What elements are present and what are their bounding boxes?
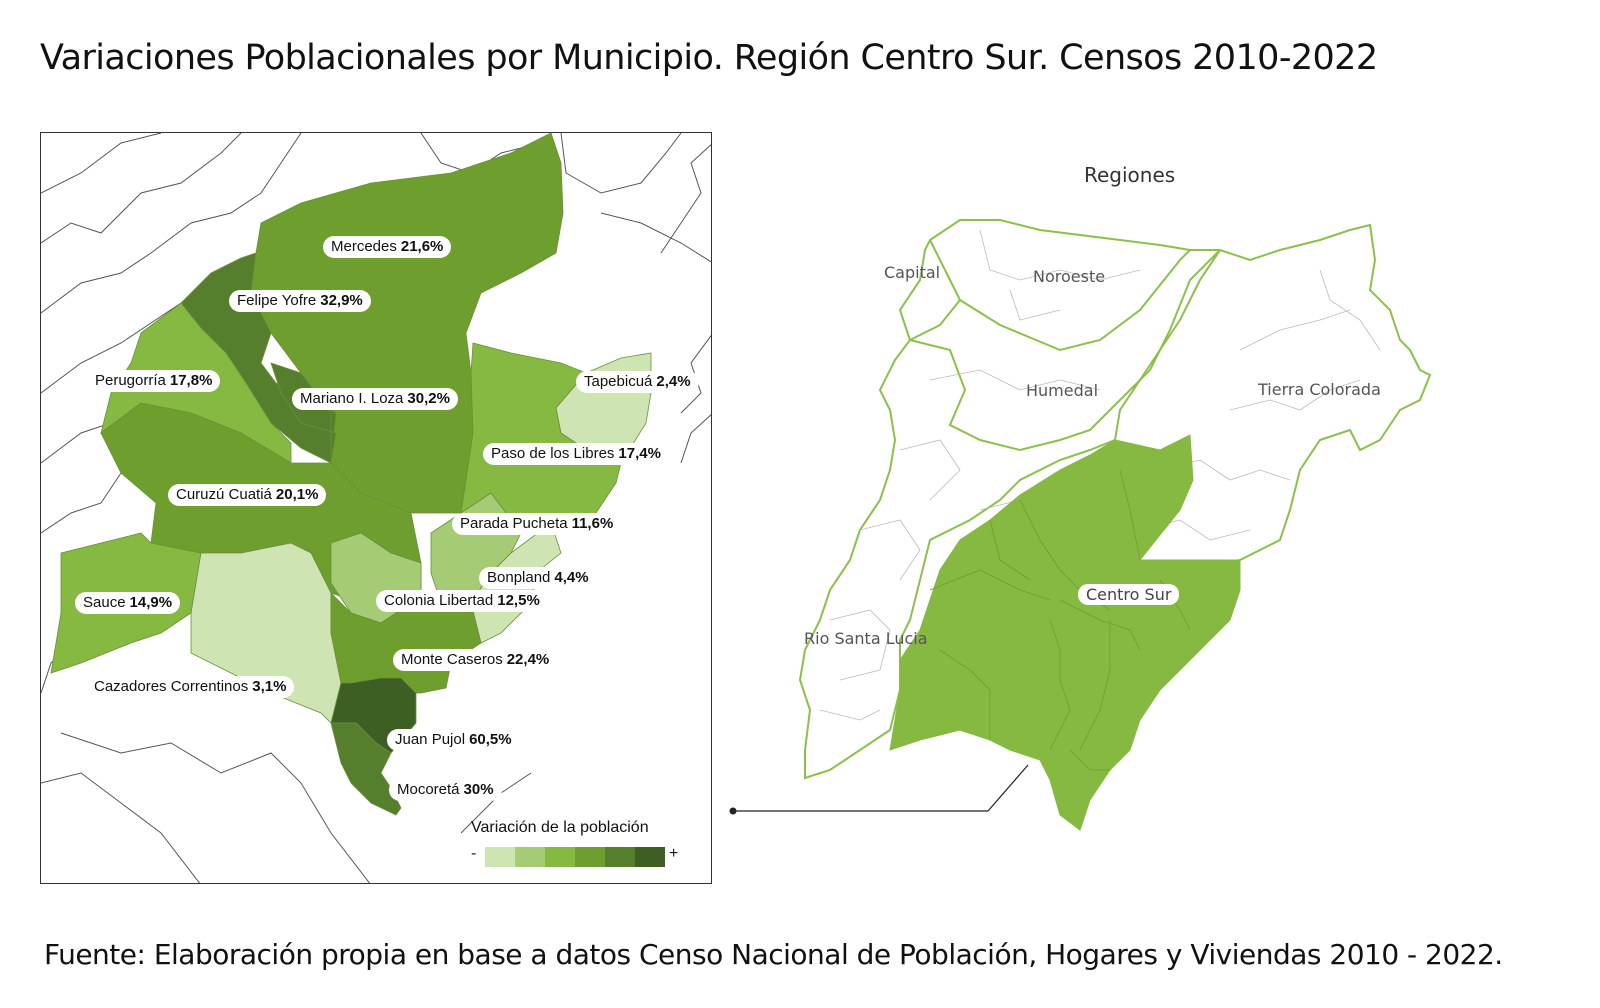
dept-line xyxy=(829,609,891,681)
dept-line xyxy=(859,519,921,581)
region-boundary-noroeste xyxy=(959,249,1191,352)
legend-swatch xyxy=(605,847,635,867)
page-title: Variaciones Poblacionales por Municipio.… xyxy=(40,38,1378,78)
label-colonia-libertad: Colonia Libertad 12,5% xyxy=(376,590,548,612)
connector-line xyxy=(729,764,1029,815)
label-cazadores-correntinos: Cazadores Correntinos 3,1% xyxy=(86,676,295,698)
legend-swatch xyxy=(545,847,575,867)
region-label-tierra-colorada: Tierra Colorada xyxy=(1258,380,1381,399)
dept-line xyxy=(1239,309,1351,351)
neighbor-outline xyxy=(660,144,711,254)
neighbor-outline xyxy=(41,133,242,244)
label-paso-de-los-libres: Paso de los Libres 17,4% xyxy=(483,443,669,465)
label-sauce: Sauce 14,9% xyxy=(75,592,181,614)
regions-map-svg xyxy=(798,219,1432,831)
centro-sur-dept-line xyxy=(1079,620,1111,751)
centro-sur-dept-line xyxy=(939,649,991,740)
municipio-paso-de-los-libres xyxy=(460,342,622,534)
label-perugorria: Perugorría 17,8% xyxy=(87,370,221,392)
label-mariano-loza: Mariano I. Loza 30,2% xyxy=(292,388,458,410)
region-boundary-humedal xyxy=(909,249,1221,452)
dept-line xyxy=(979,229,1141,281)
legend-swatch xyxy=(635,847,665,867)
legend-swatch xyxy=(515,847,545,867)
dept-line xyxy=(929,369,1101,391)
label-mercedes: Mercedes 21,6% xyxy=(323,236,452,258)
region-boundary-tierra xyxy=(1114,249,1221,441)
legend-min-label: - xyxy=(471,845,477,862)
dept-line xyxy=(1009,289,1061,321)
label-tapebicua: Tapebicuá 2,4% xyxy=(576,371,699,393)
region-label-noroeste: Noroeste xyxy=(1033,267,1106,286)
centro-sur-dept-line xyxy=(1119,469,1141,561)
centro-sur-dept-line xyxy=(929,569,1051,601)
neighbor-outline xyxy=(60,732,371,883)
label-parada-pucheta: Parada Pucheta 11,6% xyxy=(452,513,622,535)
neighbor-outline xyxy=(41,472,122,534)
municipio-mercedes xyxy=(250,133,564,514)
neighbor-outline xyxy=(41,133,162,194)
label-mocoreta: Mocoretá 30% xyxy=(389,779,502,801)
neighbor-outline xyxy=(41,302,182,394)
neighbor-outline xyxy=(680,414,711,464)
dept-line xyxy=(1229,379,1361,411)
label-monte-caseros: Monte Caseros 22,4% xyxy=(393,649,558,671)
neighbor-outline xyxy=(560,133,682,194)
legend-swatches xyxy=(485,847,665,867)
regions-map xyxy=(760,150,1460,850)
region-label-capital: Capital xyxy=(884,263,941,282)
label-curuzu-cuatia: Curuzú Cuatiá 20,1% xyxy=(168,484,327,506)
legend-swatch xyxy=(485,847,515,867)
centro-sur-dept-line xyxy=(1059,599,1141,651)
centro-sur-dept-line xyxy=(1069,749,1110,771)
regions-title: Regiones xyxy=(1084,163,1176,187)
dept-line xyxy=(819,709,881,721)
region-label-rio-santa-lucia: Rio Santa Lucia xyxy=(804,629,928,648)
region-label-humedal: Humedal xyxy=(1026,381,1099,400)
region-centro-sur xyxy=(889,434,1241,831)
source-note: Fuente: Elaboración propia en base a dat… xyxy=(44,938,1503,971)
neighbor-outline xyxy=(600,212,711,263)
neighbor-outline xyxy=(41,133,302,314)
legend-title: Variación de la población xyxy=(471,819,649,836)
municipal-map: Mercedes 21,6% Felipe Yofre 32,9% Perugorr… xyxy=(40,132,712,884)
dept-line xyxy=(1319,269,1381,351)
dept-line xyxy=(899,439,961,501)
municipio-mariano-loza xyxy=(270,362,337,464)
centro-sur-dept-line xyxy=(1049,619,1071,751)
label-bonpland: Bonpland 4,4% xyxy=(479,567,597,589)
centro-sur-dept-line xyxy=(989,519,1031,581)
label-juan-pujol: Juan Pujol 60,5% xyxy=(387,729,520,751)
label-felipe-yofre: Felipe Yofre 32,9% xyxy=(229,290,371,312)
legend-swatch xyxy=(575,847,605,867)
region-label-centro-sur: Centro Sur xyxy=(1078,584,1180,605)
neighbor-outline xyxy=(41,772,201,883)
legend-max-label: + xyxy=(669,845,679,862)
